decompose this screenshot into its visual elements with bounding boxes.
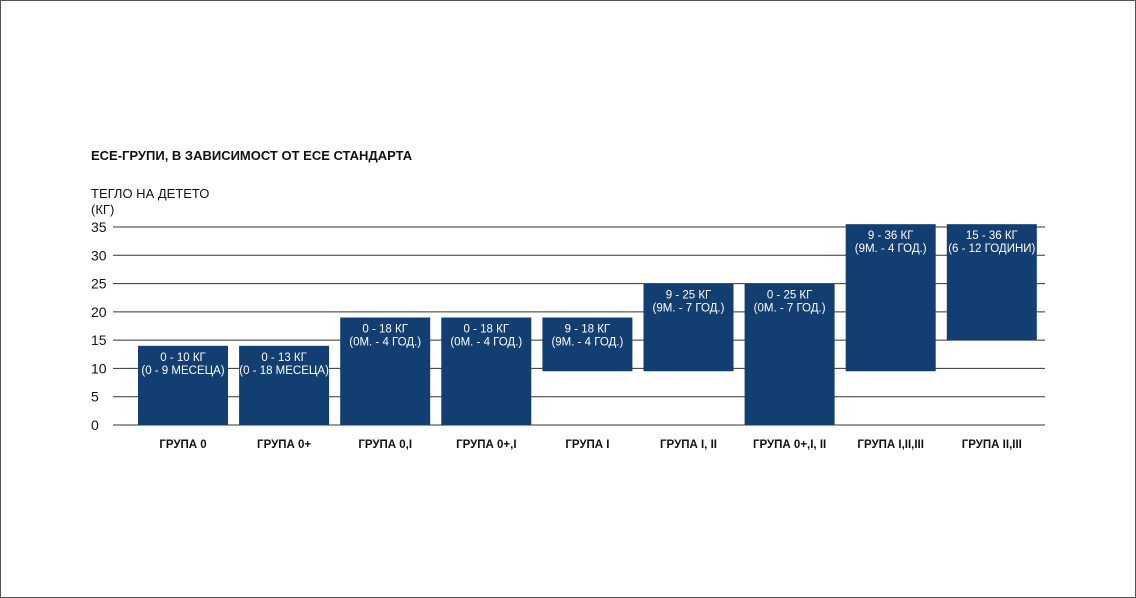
x-category-label: ГРУПА 0,I [358,439,412,451]
y-tick-label: 35 [91,219,107,235]
bar-weight-label: 15 - 36 КГ [966,230,1019,242]
bar-age-label: (0М. - 7 ГОД.) [754,303,826,315]
bar-weight-label: 0 - 18 КГ [362,324,408,336]
x-category-label: ГРУПА I [565,439,609,451]
range-bar [239,345,330,425]
range-bar [542,317,633,372]
y-tick-label: 25 [91,276,107,292]
y-tick-label: 5 [91,389,99,405]
y-axis-label: ТЕГЛО НА ДЕТЕТО (КГ) [91,186,210,217]
bar-age-label: (0М. - 4 ГОД.) [349,337,421,349]
range-bar [946,224,1037,341]
y-tick-label: 0 [91,417,99,433]
bar-weight-label: 0 - 25 КГ [767,290,813,302]
bar-age-label: (9М. - 4 ГОД.) [551,337,623,349]
bar-weight-label: 0 - 10 КГ [160,352,206,364]
range-bar [744,283,835,425]
bar-weight-label: 0 - 13 КГ [261,352,307,364]
x-category-label: ГРУПА 0+ [257,439,311,451]
range-bar [340,317,431,425]
x-category-label: ГРУПА I,II,III [857,439,924,451]
x-category-label: ГРУПА I, II [660,439,717,451]
bar-age-label: (9М. - 7 ГОД.) [653,303,725,315]
range-bar [845,224,936,372]
bar-age-label: (0 - 18 МЕСЕЦА) [239,365,329,377]
y-tick-label: 30 [91,247,107,263]
bar-weight-label: 0 - 18 КГ [464,324,510,336]
bar-age-label: (0 - 9 МЕСЕЦА) [141,365,224,377]
y-tick-label: 15 [91,332,107,348]
bar-age-label: (0М. - 4 ГОД.) [450,337,522,349]
range-bar [138,345,228,425]
bar-age-label: (6 - 12 ГОДИНИ) [948,243,1035,255]
x-category-label: ГРУПА 0 [159,439,206,451]
y-tick-label: 20 [91,304,107,320]
chart-title: ЕСЕ-ГРУПИ, В ЗАВИСИМОСТ ОТ ЕСЕ СТАНДАРТА [91,148,413,163]
range-bar [441,317,532,425]
bar-weight-label: 9 - 18 КГ [565,324,611,336]
bar-weight-label: 9 - 36 КГ [868,230,914,242]
bar-weight-label: 9 - 25 КГ [666,290,712,302]
x-category-label: ГРУПА II,III [962,439,1022,451]
bar-age-label: (9М. - 4 ГОД.) [855,243,927,255]
x-category-label: ГРУПА 0+,I, II [753,439,826,451]
y-tick-label: 10 [91,360,107,376]
range-bar [643,283,734,372]
x-category-label: ГРУПА 0+,I [456,439,516,451]
